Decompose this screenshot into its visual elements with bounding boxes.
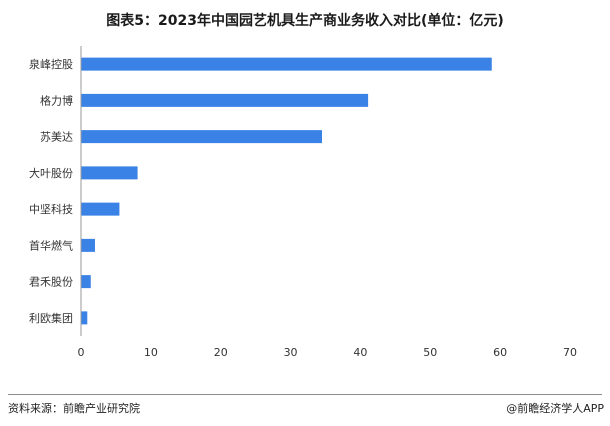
bar-7: [81, 275, 91, 289]
category-label: 苏美达: [40, 131, 73, 144]
category-label: 君禾股份: [29, 276, 73, 289]
x-tick-label: 20: [214, 346, 228, 359]
category-label: 格力博: [40, 93, 73, 107]
x-tick-label: 70: [563, 346, 577, 359]
category-label: 中坚科技: [29, 202, 73, 216]
bar-3: [81, 130, 323, 144]
x-tick-label: 30: [284, 346, 298, 359]
x-tick-label: 60: [493, 346, 507, 359]
bar-5: [81, 202, 120, 216]
bar-2: [81, 93, 369, 107]
credit-note: @前瞻经济学人APP: [506, 402, 604, 415]
footer-divider: [8, 394, 602, 395]
category-label: 利欧集团: [29, 311, 73, 325]
x-tick-label: 50: [423, 346, 437, 359]
bar-4: [81, 166, 138, 180]
category-label: 泉峰控股: [29, 57, 73, 71]
category-label: 首华燃气: [29, 238, 73, 252]
x-tick-label: 0: [78, 346, 85, 359]
category-label: 大叶股份: [29, 166, 73, 180]
x-tick-label: 10: [144, 346, 158, 359]
bar-8: [81, 311, 88, 325]
chart-title: 图表5：2023年中国园艺机具生产商业务收入对比(单位：亿元): [106, 13, 504, 29]
source-note: 资料来源：前瞻产业研究院: [8, 402, 140, 415]
bar-6: [81, 238, 95, 252]
bar-1: [81, 57, 492, 71]
x-tick-label: 40: [353, 346, 367, 359]
